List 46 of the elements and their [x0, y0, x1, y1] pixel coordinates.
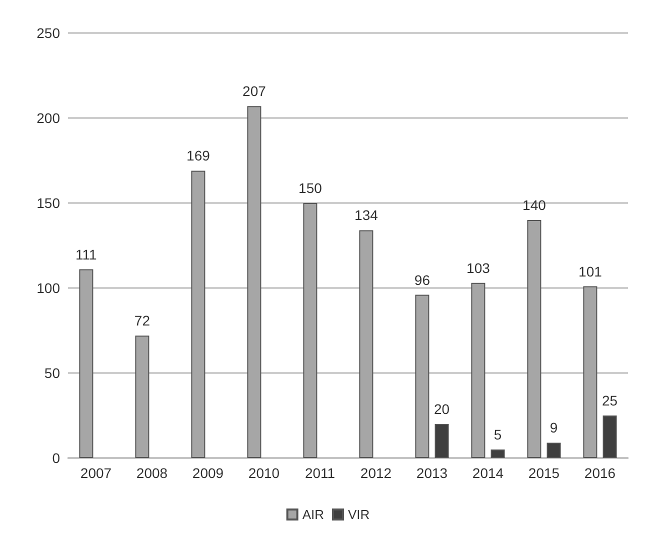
data-label: 96: [414, 272, 430, 288]
y-tick-label: 100: [36, 280, 60, 296]
data-label: 20: [434, 401, 450, 417]
data-label: 9: [550, 420, 558, 436]
data-label: 72: [134, 312, 150, 329]
bar: [359, 230, 374, 458]
data-label: 103: [466, 260, 490, 276]
data-label: 150: [298, 180, 322, 196]
x-tick-label: 2014: [472, 465, 504, 481]
bar: [79, 269, 94, 458]
bar: [135, 336, 150, 458]
data-label: 140: [522, 197, 546, 213]
bar: [602, 416, 617, 458]
bar: [471, 282, 486, 458]
bar: [303, 203, 318, 458]
y-tick-label: 50: [44, 365, 60, 381]
bar: [546, 442, 561, 458]
x-tick-label: 2009: [192, 465, 224, 481]
y-tick-label: 250: [36, 25, 60, 41]
x-tick-label: 2016: [584, 465, 616, 481]
bar: [247, 106, 262, 458]
bar: [434, 424, 449, 458]
data-label: 207: [242, 83, 266, 100]
x-tick-label: 2013: [416, 465, 448, 481]
data-label: 25: [602, 392, 618, 408]
x-tick-label: 2007: [80, 465, 112, 481]
x-tick-label: 2008: [136, 465, 168, 481]
data-label: 111: [76, 246, 98, 262]
y-tick-label: 200: [36, 110, 60, 126]
bar: [415, 294, 430, 458]
x-tick-label: 2012: [360, 465, 392, 481]
legend-label: VIR: [348, 507, 370, 522]
x-tick-label: 2015: [528, 465, 560, 481]
x-tick-label: 2011: [304, 465, 336, 481]
legend-label: AIR: [302, 507, 324, 522]
bar: [527, 220, 542, 458]
y-tick-label: 0: [52, 450, 60, 466]
x-tick-label: 2010: [248, 465, 280, 481]
bar: [583, 286, 598, 458]
data-label: 101: [578, 263, 602, 280]
bar: [191, 170, 206, 458]
bar: [490, 450, 505, 458]
data-label: 5: [494, 426, 502, 442]
data-label: 134: [354, 207, 378, 224]
y-tick-label: 150: [36, 195, 60, 211]
data-label: 169: [186, 148, 210, 164]
